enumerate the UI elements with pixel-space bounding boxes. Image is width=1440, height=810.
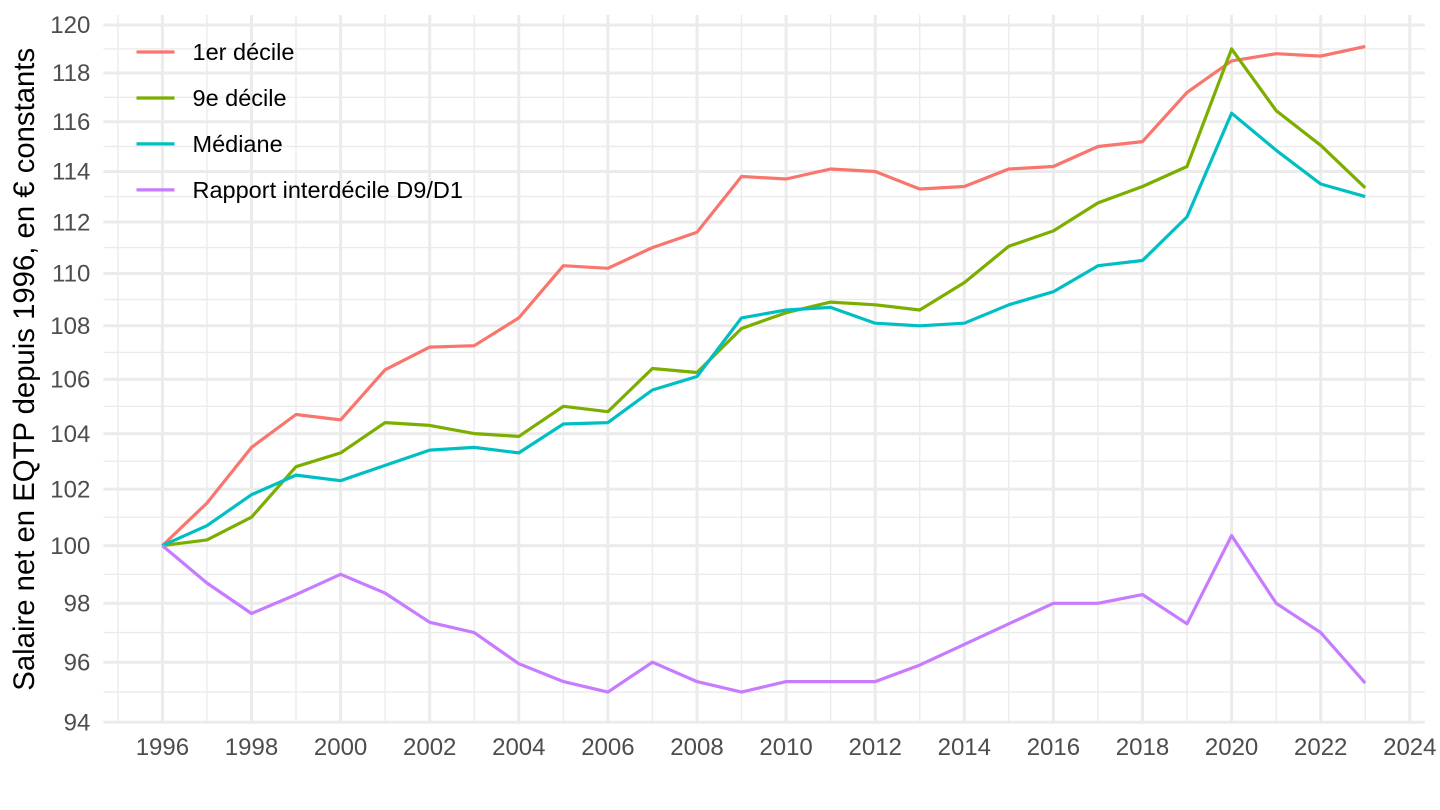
svg-text:2006: 2006: [581, 734, 634, 761]
svg-text:102: 102: [50, 476, 90, 503]
svg-text:106: 106: [50, 367, 90, 394]
svg-text:2012: 2012: [849, 734, 902, 761]
svg-text:1998: 1998: [225, 734, 278, 761]
svg-text:96: 96: [64, 649, 91, 676]
svg-text:Salaire net en EQTP depuis 199: Salaire net en EQTP depuis 1996, en € co…: [8, 48, 41, 691]
svg-text:120: 120: [50, 12, 90, 39]
svg-text:Médiane: Médiane: [193, 131, 283, 157]
svg-text:2020: 2020: [1205, 734, 1258, 761]
svg-text:110: 110: [52, 261, 90, 288]
svg-text:2014: 2014: [938, 734, 991, 761]
svg-text:114: 114: [52, 159, 90, 186]
svg-text:94: 94: [64, 710, 91, 737]
svg-text:2018: 2018: [1116, 734, 1169, 761]
svg-text:2004: 2004: [492, 734, 545, 761]
svg-text:116: 116: [52, 109, 90, 136]
svg-text:100: 100: [50, 533, 90, 560]
svg-text:Rapport interdécile D9/D1: Rapport interdécile D9/D1: [193, 177, 463, 203]
svg-text:98: 98: [64, 591, 91, 618]
svg-text:2008: 2008: [670, 734, 723, 761]
svg-text:108: 108: [50, 313, 90, 340]
svg-text:2010: 2010: [759, 734, 812, 761]
svg-text:118: 118: [52, 60, 90, 87]
svg-text:1er décile: 1er décile: [193, 39, 295, 65]
svg-text:2016: 2016: [1027, 734, 1080, 761]
svg-text:1996: 1996: [136, 734, 189, 761]
svg-text:112: 112: [52, 209, 90, 236]
svg-text:2000: 2000: [314, 734, 367, 761]
svg-text:2022: 2022: [1294, 734, 1347, 761]
svg-text:104: 104: [50, 421, 90, 448]
svg-text:2024: 2024: [1383, 734, 1436, 761]
svg-text:9e décile: 9e décile: [193, 85, 287, 111]
svg-text:2002: 2002: [403, 734, 456, 761]
